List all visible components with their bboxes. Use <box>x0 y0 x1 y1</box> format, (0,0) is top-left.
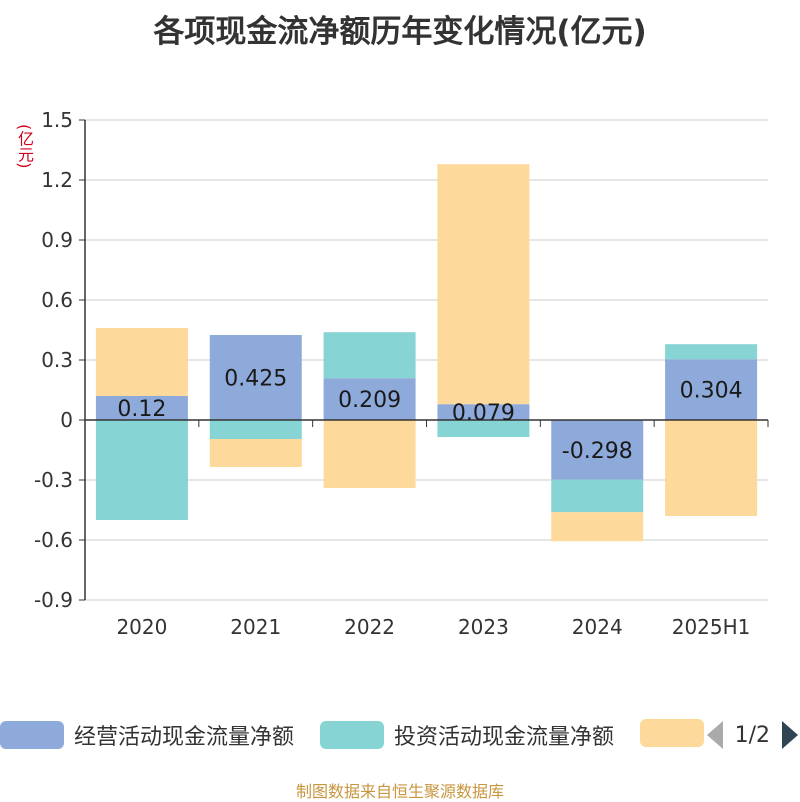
bar-2022-series-1 <box>323 332 416 379</box>
labels: 2020 2021 2022 2023 2024 2025H1 0.12 0.425 0.209… <box>116 367 750 640</box>
pager-prev-arrow-icon[interactable] <box>706 721 723 749</box>
data-label-2021: 0.425 <box>224 367 287 392</box>
bar-2020-series-0 <box>95 396 188 420</box>
chart-title: 各项现金流净额历年变化情况(亿元) <box>153 14 647 50</box>
bar-2021-series-0 <box>209 335 302 420</box>
data-label-2024: -0.298 <box>562 439 633 464</box>
y-tick-label: 0.6 <box>41 288 73 312</box>
bar-2021-series-1 <box>209 420 302 439</box>
legend-pager: 1/2 <box>706 719 800 751</box>
bar-2020-series-2 <box>95 328 188 396</box>
legend-item-investing[interactable]: 投资活动现金流量净额 <box>320 719 614 751</box>
legend-item-financing[interactable] <box>640 719 704 747</box>
chart-plot: 1.51.20.90.60.30-0.3-0.6-0.9 2020 2021 202… <box>34 108 769 640</box>
bar-2020-series-1 <box>95 420 188 520</box>
bar-2021-series-2 <box>209 439 302 467</box>
x-tick-label: 2023 <box>458 615 509 639</box>
bar-2025H1-series-0 <box>665 359 758 420</box>
pager-page-text: 1/2 <box>734 722 770 748</box>
x-tick-label: 2020 <box>116 615 167 639</box>
y-tick-label: 0.3 <box>41 348 73 372</box>
bar-2024-series-1 <box>551 479 644 513</box>
legend-item-operating[interactable]: 经营活动现金流量净额 <box>0 719 294 751</box>
legend-label-investing: 投资活动现金流量净额 <box>394 725 615 750</box>
bar-2024-series-0 <box>551 420 644 480</box>
x-tick-label: 2024 <box>572 615 623 639</box>
bar-2024-series-2 <box>551 512 644 542</box>
bar-2022-series-0 <box>323 378 416 420</box>
source-note: 制图数据来自恒生聚源数据库 <box>295 782 504 801</box>
x-tick-label: 2021 <box>230 615 281 639</box>
bar-2025H1-series-1 <box>665 344 758 360</box>
data-label-2020: 0.12 <box>117 397 166 422</box>
legend-swatch-operating <box>0 721 64 749</box>
y-tick-label: 0.9 <box>41 228 73 252</box>
legend-swatch-financing <box>640 719 704 747</box>
bar-2022-series-2 <box>323 420 416 488</box>
bar-2023-series-2 <box>437 164 530 405</box>
legend: 经营活动现金流量净额 投资活动现金流量净额 1/2 <box>0 715 800 755</box>
data-label-2025H1: 0.304 <box>680 379 743 404</box>
data-label-2022: 0.209 <box>338 388 401 413</box>
bar-2023-series-1 <box>437 420 530 437</box>
y-axis-unit-label: (亿元) <box>15 124 34 169</box>
data-label-2023: 0.079 <box>452 401 515 426</box>
bar-2023-series-0 <box>437 404 530 420</box>
x-tick-label: 2022 <box>344 615 395 639</box>
bar-2025H1-series-2 <box>665 420 758 516</box>
y-tick-label: 0 <box>60 408 73 432</box>
y-tick-label: 1.2 <box>41 168 73 192</box>
pager-next-arrow-icon[interactable] <box>782 721 798 749</box>
legend-label-operating: 经营活动现金流量净额 <box>74 725 295 750</box>
y-tick-label: 1.5 <box>41 108 73 132</box>
bars <box>95 164 758 542</box>
axes: 1.5 1.2 0.9 0.6 0.3 0 -0.3 -0.6 -0.9 <box>34 108 769 612</box>
y-tick-label: -0.6 <box>34 528 73 552</box>
y-tick-label: -0.3 <box>34 468 73 492</box>
legend-swatch-investing <box>320 721 384 749</box>
x-tick-label: 2025H1 <box>672 615 751 639</box>
y-tick-label: -0.9 <box>34 588 73 612</box>
